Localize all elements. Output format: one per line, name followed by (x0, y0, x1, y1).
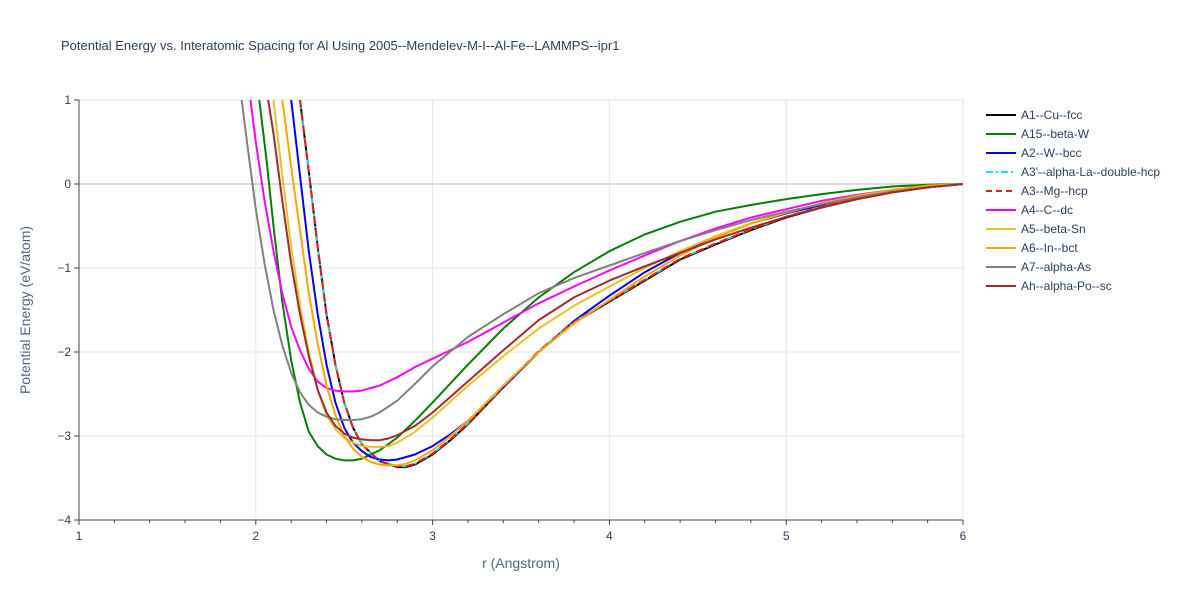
series-line (240, 100, 963, 421)
legend-item[interactable]: A7--alpha-As (986, 260, 1091, 274)
y-axis-title: Potential Energy (eV/atom) (17, 226, 33, 394)
series-line (299, 100, 963, 468)
legend-label: A5--beta-Sn (1021, 222, 1086, 236)
series-line (272, 100, 963, 448)
legend-item[interactable]: Ah--alpha-Po--sc (986, 279, 1112, 293)
series-line (258, 100, 963, 462)
series-line (249, 100, 963, 393)
y-axis-ticks: 1 0 −1 −2 −3 −4 (57, 93, 79, 527)
legend-label: A3--Mg--hcp (1021, 184, 1088, 198)
legend-item[interactable]: A5--beta-Sn (986, 222, 1086, 236)
y-tick-label: −1 (57, 261, 71, 275)
legend-label: A7--alpha-As (1021, 260, 1091, 274)
legend-item[interactable]: A2--W--bcc (986, 146, 1081, 160)
legend-item[interactable]: A6--In--bct (986, 241, 1078, 255)
x-axis-title: r (Angstrom) (482, 555, 560, 571)
x-tick-label: 1 (76, 529, 83, 543)
series-line (281, 100, 963, 467)
legend-label: A15--beta-W (1021, 127, 1090, 141)
x-tick-label: 4 (606, 529, 613, 543)
x-tick-label: 3 (429, 529, 436, 543)
y-tick-label: −2 (57, 345, 71, 359)
x-axis-ticks: 1 2 3 4 5 6 (76, 520, 967, 543)
series-lines (240, 100, 963, 469)
y-tick-label: 1 (64, 93, 71, 107)
grid (79, 99, 964, 520)
legend-item[interactable]: A3--Mg--hcp (986, 184, 1088, 198)
legend-item[interactable]: A4--C--dc (986, 203, 1073, 217)
legend-label: A3'--alpha-La--double-hcp (1021, 165, 1160, 179)
y-tick-label: −4 (57, 513, 71, 527)
y-tick-label: −3 (57, 429, 71, 443)
series-line (299, 100, 963, 468)
series-line (290, 100, 963, 462)
series-line (267, 100, 963, 442)
legend-item[interactable]: A15--beta-W (986, 127, 1090, 141)
legend-label: A6--In--bct (1021, 241, 1078, 255)
legend-item[interactable]: A3'--alpha-La--double-hcp (986, 165, 1160, 179)
y-tick-label: 0 (64, 177, 71, 191)
legend[interactable]: A1--Cu--fcc A15--beta-W A2--W--bcc A3'--alp… (986, 108, 1160, 293)
legend-label: A1--Cu--fcc (1021, 108, 1082, 122)
x-tick-label: 2 (252, 529, 259, 543)
legend-label: A2--W--bcc (1021, 146, 1081, 160)
legend-label: Ah--alpha-Po--sc (1021, 279, 1112, 293)
legend-item[interactable]: A1--Cu--fcc (986, 108, 1082, 122)
chart-title: Potential Energy vs. Interatomic Spacing… (61, 38, 619, 53)
series-line (299, 100, 963, 469)
x-tick-label: 6 (960, 529, 967, 543)
x-tick-label: 5 (783, 529, 790, 543)
legend-label: A4--C--dc (1021, 203, 1073, 217)
